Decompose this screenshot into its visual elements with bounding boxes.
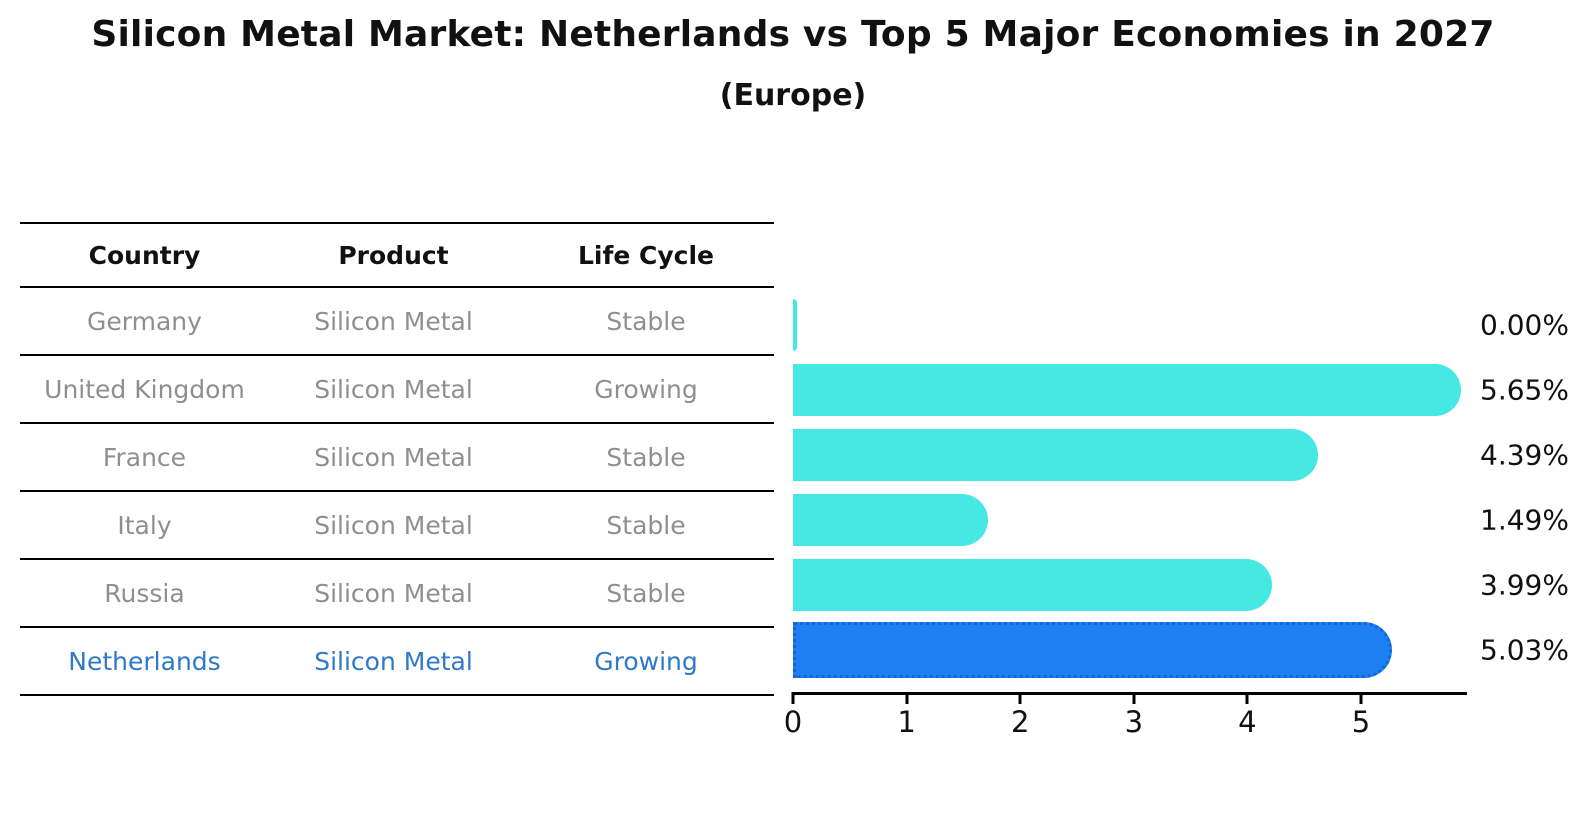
chart-title: Silicon Metal Market: Netherlands vs Top… (91, 14, 1495, 55)
table-row-netherlands-highlighted: Netherlands Silicon Metal Growing (20, 627, 774, 696)
x-axis-tick-1 (905, 692, 909, 704)
life-cycle-cell: Growing (518, 627, 774, 696)
x-axis-tick-label-1: 1 (897, 705, 916, 739)
value-label-russia: 3.99% (1480, 568, 1569, 602)
product-cell: Silicon Metal (269, 287, 518, 356)
table-header-row: Country Product Life Cycle (20, 223, 774, 288)
x-axis-line (793, 692, 1467, 695)
country-cell: Netherlands (20, 627, 269, 696)
product-cell: Silicon Metal (269, 423, 518, 492)
bar-italy (793, 494, 989, 546)
x-axis-tick-4 (1245, 692, 1249, 704)
table-row-united-kingdom: United Kingdom Silicon Metal Growing (20, 355, 774, 424)
bar-united-kingdom (793, 364, 1461, 416)
x-axis-tick-3 (1132, 692, 1136, 704)
life-cycle-cell: Growing (518, 355, 774, 424)
x-axis-tick-label-3: 3 (1124, 705, 1144, 739)
column-header-product: Product (269, 223, 518, 288)
x-axis-tick-label-2: 2 (1010, 705, 1030, 739)
bar-germany (793, 299, 797, 351)
table-row-germany: Germany Silicon Metal Stable (20, 287, 774, 356)
column-header-life-cycle: Life Cycle (518, 223, 774, 288)
value-label-germany: 0.00% (1480, 308, 1569, 342)
table-row-italy: Italy Silicon Metal Stable (20, 491, 774, 560)
product-cell: Silicon Metal (269, 559, 518, 628)
bar-netherlands (793, 622, 1393, 678)
life-cycle-cell: Stable (518, 559, 774, 628)
x-axis-tick-label-0: 0 (783, 705, 803, 739)
value-label-united-kingdom: 5.65% (1480, 373, 1569, 407)
country-cell: Russia (20, 559, 269, 628)
country-cell: Germany (20, 287, 269, 356)
column-header-country: Country (20, 223, 269, 288)
value-label-france: 4.39% (1480, 438, 1569, 472)
table-row-russia: Russia Silicon Metal Stable (20, 559, 774, 628)
chart-subtitle: (Europe) (719, 78, 867, 113)
country-cell: Italy (20, 491, 269, 560)
product-cell: Silicon Metal (269, 491, 518, 560)
x-axis-tick-5 (1359, 692, 1363, 704)
bar-russia (793, 559, 1273, 611)
life-cycle-cell: Stable (518, 491, 774, 560)
country-cell: United Kingdom (20, 355, 269, 424)
value-label-italy: 1.49% (1480, 503, 1569, 537)
life-cycle-cell: Stable (518, 423, 774, 492)
life-cycle-cell: Stable (518, 287, 774, 356)
table-row-france: France Silicon Metal Stable (20, 423, 774, 492)
x-axis-tick-0 (791, 692, 795, 704)
country-cell: France (20, 423, 269, 492)
value-label-netherlands: 5.03% (1480, 633, 1569, 667)
country-table: Country Product Life Cycle Germany Silic… (20, 222, 774, 696)
bar-france (793, 429, 1318, 481)
x-axis-tick-2 (1018, 692, 1022, 704)
product-cell: Silicon Metal (269, 355, 518, 424)
x-axis-tick-label-4: 4 (1238, 705, 1257, 739)
x-axis-tick-label-5: 5 (1351, 705, 1371, 739)
product-cell: Silicon Metal (269, 627, 518, 696)
